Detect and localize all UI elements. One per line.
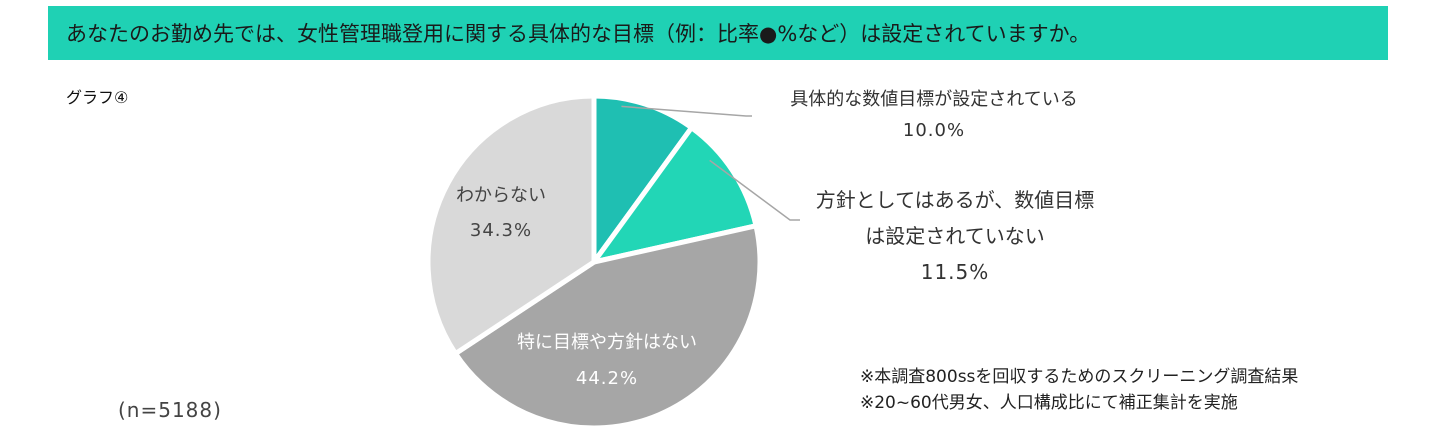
note-weighting: ※20~60代男女、人口構成比にて補正集計を実施 xyxy=(860,393,1238,413)
pie-slice-policy-only xyxy=(591,125,759,265)
slice-value-unknown: 34.3% xyxy=(470,220,532,241)
sample-size-label: (n=5188) xyxy=(118,398,222,422)
pie-slice-no-target xyxy=(453,223,763,431)
leader-line-numeric-target xyxy=(621,105,752,117)
leader-line-policy-only xyxy=(709,159,800,221)
question-header: あなたのお勤め先では、女性管理職登用に関する具体的な目標（例：比率●%など）は設… xyxy=(48,6,1388,60)
slice-value-no-target: 44.2% xyxy=(576,368,638,389)
slice-label-no-target: 特に目標や方針はない xyxy=(517,332,697,353)
pie-slice-unknown xyxy=(425,93,597,357)
note-screening: ※本調査800ssを回収するためのスクリーニング調査結果 xyxy=(860,367,1299,387)
graph-label: グラフ④ xyxy=(66,88,129,107)
slice-value-policy-only: 11.5% xyxy=(921,260,990,284)
slice-label-policy-only-line-2: は設定されていない xyxy=(865,224,1044,248)
pie-slice-numeric-target xyxy=(591,93,695,265)
question-text: あなたのお勤め先では、女性管理職登用に関する具体的な目標（例：比率●%など）は設… xyxy=(66,22,1091,46)
slice-label-policy-only-line-1: 方針としてはあるが、数値目標 xyxy=(816,188,1095,212)
slice-label-unknown: わからない xyxy=(456,185,546,206)
slice-label-numeric-target: 具体的な数値目標が設定されている xyxy=(790,89,1077,110)
slice-value-numeric-target: 10.0% xyxy=(903,120,965,141)
